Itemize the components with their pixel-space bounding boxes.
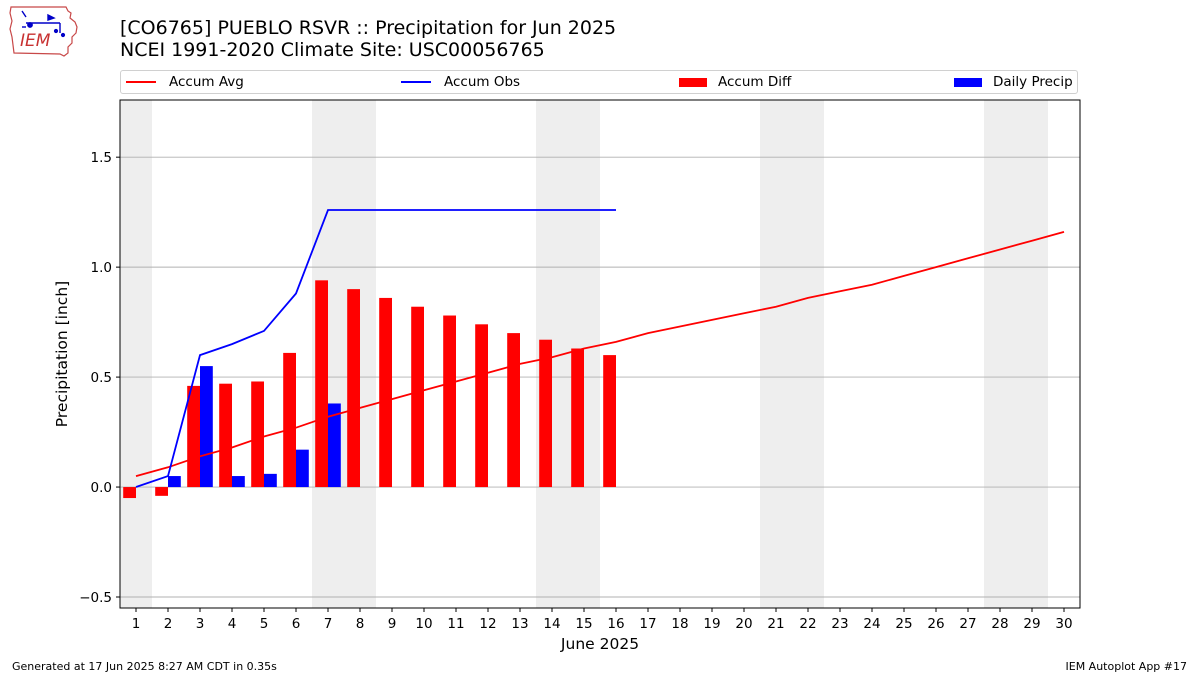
accum-diff-bar — [379, 297, 392, 488]
legend-swatch-accum-avg — [126, 81, 156, 83]
x-tick-label: 28 — [991, 616, 1008, 632]
accum-diff-bar — [539, 339, 552, 488]
accum-diff-bar — [219, 383, 232, 488]
x-axis-label: June 2025 — [560, 635, 639, 653]
plot-area-frame — [119, 99, 1081, 609]
daily-precip-bar — [264, 473, 277, 488]
x-tick-label: 21 — [767, 616, 784, 632]
weather-symbols-icon — [21, 10, 66, 38]
chart-title: [CO6765] PUEBLO RSVR :: Precipitation fo… — [120, 17, 617, 39]
legend-swatch-accum-obs — [401, 81, 431, 83]
accum-avg-line — [135, 231, 1065, 477]
y-axis-label: Precipitation [inch] — [53, 281, 71, 427]
daily-precip-bar — [296, 449, 309, 488]
legend-item-daily-precip: Daily Precip — [954, 71, 1073, 93]
x-tick-label: 14 — [543, 616, 560, 632]
legend-label-accum-diff: Accum Diff — [718, 74, 792, 90]
x-tick-label: 11 — [447, 616, 464, 632]
x-tick-label: 8 — [356, 616, 365, 632]
iowa-outline-shape — [9, 6, 78, 57]
chart-legend: Accum Avg Accum Obs Accum Diff Daily Pre… — [120, 70, 1078, 94]
y-tick-label: 1.0 — [91, 260, 112, 276]
app-credit: IEM Autoplot App #17 — [1065, 660, 1188, 673]
x-tick-label: 15 — [575, 616, 592, 632]
x-tick-label: 19 — [703, 616, 720, 632]
legend-label-accum-obs: Accum Obs — [444, 74, 521, 90]
accum-diff-bar — [347, 289, 360, 488]
x-tick-label: 30 — [1055, 616, 1072, 632]
legend-item-accum-avg: Accum Avg — [126, 71, 244, 93]
legend-item-accum-obs: Accum Obs — [401, 71, 520, 93]
x-tick-label: 25 — [895, 616, 912, 632]
accum-diff-bar — [315, 280, 328, 488]
accum-obs-line — [135, 209, 616, 488]
accum-diff-bar — [603, 355, 616, 488]
daily-precip-bar — [168, 476, 181, 488]
weekend-shading-band — [984, 100, 1048, 608]
iem-logo: IEM — [9, 6, 78, 57]
x-tick-label: 6 — [292, 616, 301, 632]
accum-diff-bar — [571, 348, 584, 488]
x-tick-label: 12 — [479, 616, 496, 632]
accum-diff-bar — [507, 333, 520, 488]
x-tick-label: 5 — [260, 616, 269, 632]
x-tick-label: 17 — [639, 616, 656, 632]
x-tick-label: 26 — [927, 616, 944, 632]
y-tick-label: 0.0 — [91, 480, 112, 496]
accum-diff-bar — [155, 487, 168, 496]
weekend-shading-band — [120, 100, 152, 608]
x-tick-label: 29 — [1023, 616, 1040, 632]
x-tick-label: 10 — [415, 616, 432, 632]
legend-label-accum-avg: Accum Avg — [169, 74, 244, 90]
x-tick-label: 9 — [388, 616, 397, 632]
x-tick-label: 20 — [735, 616, 752, 632]
accum-diff-bar — [187, 385, 200, 488]
x-tick-label: 27 — [959, 616, 976, 632]
x-tick-label: 22 — [799, 616, 816, 632]
y-tick-label: −0.5 — [79, 590, 112, 606]
x-tick-label: 18 — [671, 616, 688, 632]
y-tick-label: 0.5 — [91, 370, 112, 386]
legend-swatch-daily-precip — [954, 77, 982, 87]
daily-precip-bar — [328, 403, 341, 488]
x-tick-label: 1 — [132, 616, 141, 632]
legend-label-daily-precip: Daily Precip — [993, 74, 1073, 90]
logo-text: IEM — [20, 31, 51, 51]
accum-diff-bar — [283, 352, 296, 488]
accum-diff-bar — [411, 306, 424, 488]
x-tick-label: 2 — [164, 616, 173, 632]
x-tick-label: 7 — [324, 616, 333, 632]
x-tick-label: 3 — [196, 616, 205, 632]
legend-item-accum-diff: Accum Diff — [679, 71, 791, 93]
accum-diff-bar — [443, 315, 456, 488]
weekend-shading-band — [760, 100, 824, 608]
daily-precip-bar — [200, 366, 213, 488]
y-tick-label: 1.5 — [91, 150, 112, 166]
daily-precip-bar — [232, 476, 245, 488]
legend-swatch-accum-diff — [679, 77, 707, 87]
generated-timestamp: Generated at 17 Jun 2025 8:27 AM CDT in … — [12, 660, 277, 673]
x-tick-label: 24 — [863, 616, 880, 632]
accum-diff-bar — [123, 487, 136, 499]
accum-diff-bar — [251, 381, 264, 488]
x-tick-label: 16 — [607, 616, 624, 632]
x-tick-label: 4 — [228, 616, 237, 632]
x-tick-label: 23 — [831, 616, 848, 632]
accum-diff-bar — [475, 324, 488, 488]
chart-subtitle: NCEI 1991-2020 Climate Site: USC00056765 — [120, 39, 545, 61]
x-tick-label: 13 — [511, 616, 528, 632]
